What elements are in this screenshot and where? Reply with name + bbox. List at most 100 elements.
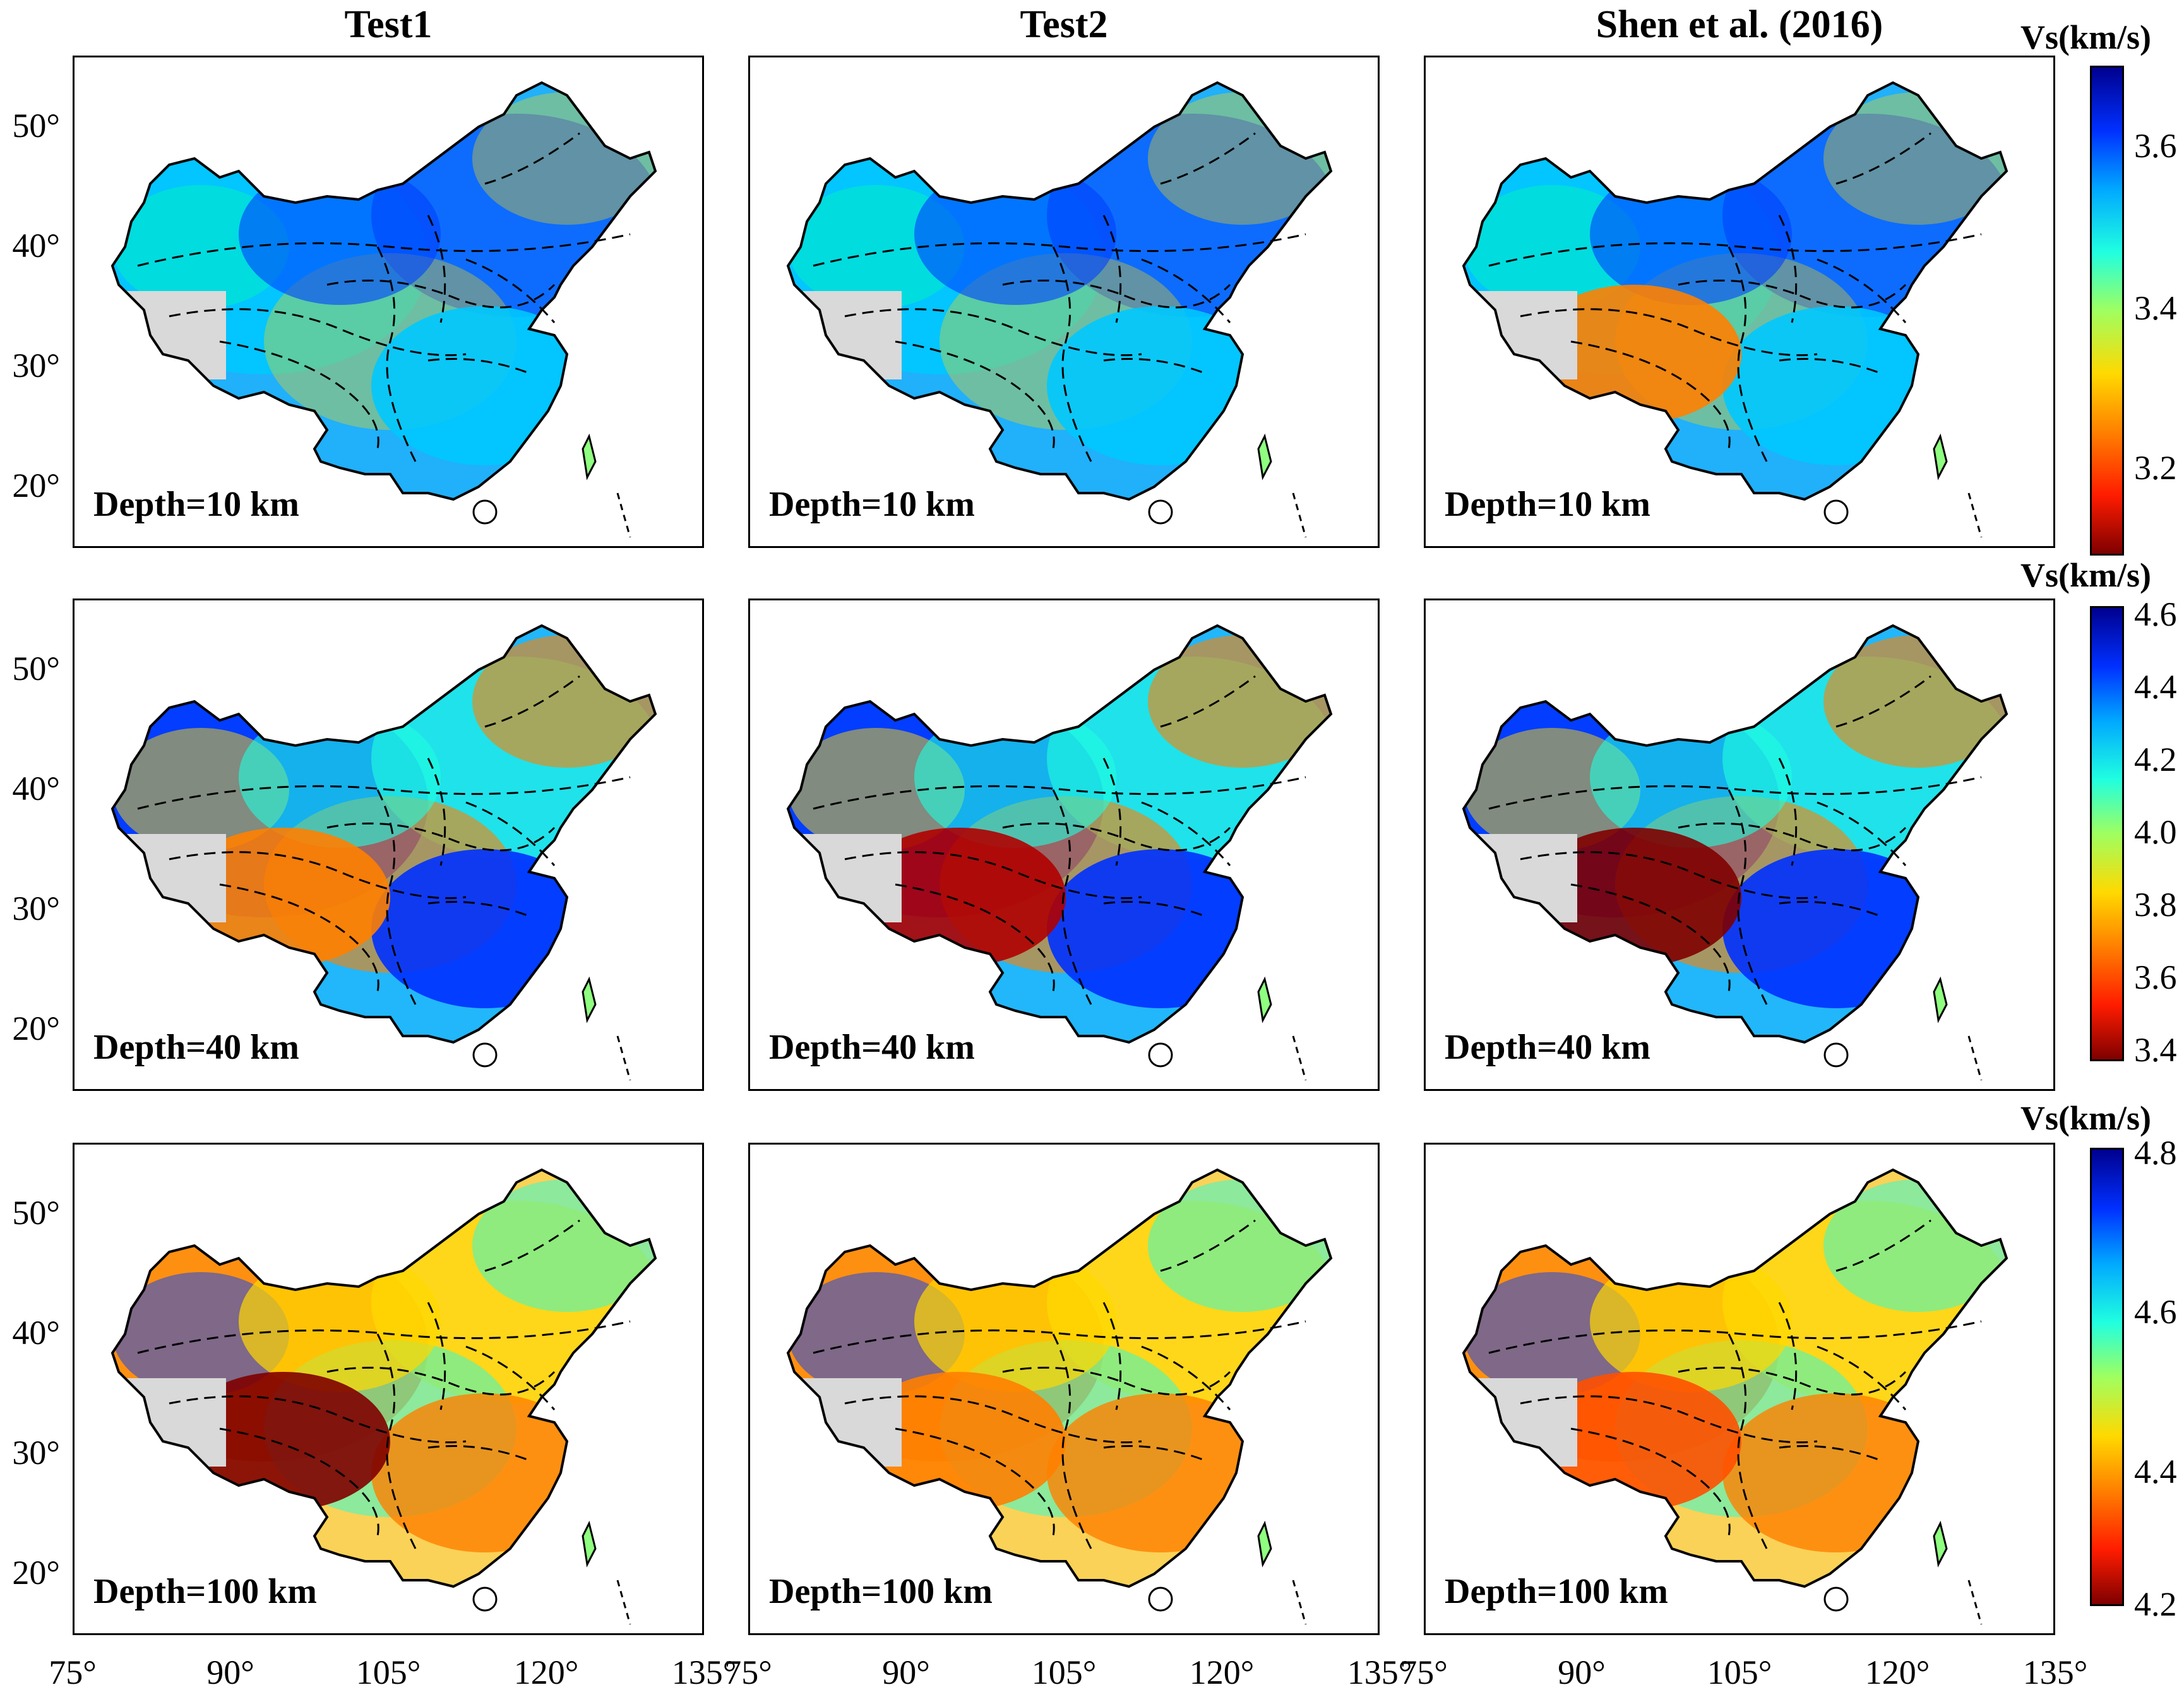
- no-data-region: [119, 834, 226, 922]
- hainan-island: [1823, 499, 1849, 525]
- latitude-label: 20°: [12, 1554, 60, 1592]
- longitude-label: 105°: [355, 1653, 421, 1691]
- velocity-blob: [1590, 1251, 1792, 1392]
- taiwan-island: [1257, 433, 1272, 480]
- longitude-label: 135°: [1347, 1653, 1412, 1691]
- longitude-label: 135°: [671, 1653, 737, 1691]
- latitude-label: 50°: [12, 1194, 60, 1232]
- fault-line: [1520, 1395, 1818, 1444]
- fault-line: [844, 851, 1142, 900]
- latitude-label: 50°: [12, 107, 60, 145]
- map-panel: Depth=100 km: [73, 1143, 704, 1635]
- fault-line: [219, 883, 379, 992]
- fault-line: [1160, 675, 1256, 728]
- fault-line: [1103, 901, 1205, 917]
- depth-label: Depth=40 km: [1445, 1028, 1650, 1067]
- colorbar-tick: 4.2: [2134, 741, 2177, 778]
- taiwan-island: [1257, 976, 1272, 1023]
- colorbar-tick: 3.4: [2134, 289, 2177, 327]
- fault-line: [1141, 801, 1231, 866]
- fault-line: [1102, 1302, 1122, 1410]
- slow-anomaly: [176, 1372, 390, 1511]
- coast-line: [616, 492, 631, 538]
- longitude-label: 120°: [513, 1653, 579, 1691]
- colorbar-row3: [2090, 1148, 2124, 1606]
- longitude-label: 75°: [1400, 1653, 1448, 1691]
- coast-line: [616, 1580, 631, 1625]
- fault-line: [376, 789, 417, 1005]
- velocity-blob: [239, 1251, 441, 1392]
- coast-line: [1292, 1035, 1307, 1081]
- colorbar-tick: 4.8: [2134, 1134, 2177, 1172]
- colorbar-tick: 4.4: [2134, 668, 2177, 706]
- depth-label: Depth=10 km: [769, 485, 975, 524]
- map-svg: [110, 81, 657, 538]
- colorbar-tick: 4.6: [2134, 1293, 2177, 1331]
- fault-line: [1835, 1219, 1931, 1272]
- taiwan-island: [1933, 1520, 1948, 1568]
- fault-line: [1728, 1333, 1768, 1549]
- fault-line: [427, 1302, 446, 1410]
- fault-line: [169, 851, 467, 900]
- taiwan-island: [1257, 1520, 1272, 1568]
- fault-line: [326, 279, 556, 309]
- fault-line: [376, 246, 417, 462]
- fault-line: [484, 132, 580, 185]
- velocity-blob: [239, 164, 441, 305]
- hainan-island: [1148, 1042, 1173, 1068]
- map-svg: [786, 624, 1333, 1081]
- column-title-test1: Test1: [344, 3, 433, 46]
- longitude-label: 90°: [882, 1653, 930, 1691]
- longitude-label: 105°: [1707, 1653, 1772, 1691]
- no-data-region: [1470, 1378, 1577, 1467]
- colorbar-tick: 4.6: [2134, 595, 2177, 633]
- country-border: [1462, 81, 2008, 501]
- taiwan-island: [1933, 433, 1948, 480]
- colorbar-tick: 3.8: [2134, 886, 2177, 924]
- no-data-region: [794, 291, 902, 379]
- map-svg: [110, 624, 657, 1081]
- fault-line: [1778, 1302, 1798, 1410]
- velocity-blob: [914, 706, 1116, 848]
- country-border: [786, 1168, 1333, 1588]
- fault-line: [1002, 279, 1231, 309]
- slow-anomaly: [851, 828, 1066, 967]
- country-border: [1462, 624, 2008, 1044]
- fault-line: [427, 215, 446, 323]
- fault-line: [1835, 675, 1931, 728]
- taiwan-island: [1933, 976, 1948, 1023]
- colorbar-tick: 4.2: [2134, 1585, 2177, 1623]
- velocity-blob: [239, 706, 441, 848]
- no-data-region: [794, 1378, 902, 1467]
- country-border: [786, 624, 1333, 1044]
- fault-line: [1728, 246, 1768, 462]
- fault-line: [1778, 758, 1798, 866]
- fault-line: [895, 883, 1055, 992]
- longitude-label: 75°: [724, 1653, 772, 1691]
- fault-line: [465, 801, 556, 866]
- fault-line: [1678, 279, 1907, 309]
- colorbar-row2: [2090, 606, 2124, 1061]
- coast-line: [1292, 1580, 1307, 1625]
- fault-line: [1102, 758, 1122, 866]
- fault-line: [326, 1366, 556, 1396]
- fault-line: [1817, 258, 1907, 323]
- fault-line: [1002, 822, 1231, 852]
- fault-line: [1488, 233, 1982, 267]
- fault-line: [465, 258, 556, 323]
- fault-line: [137, 1320, 631, 1354]
- colorbar-tick: 4.4: [2134, 1453, 2177, 1491]
- fault-line: [1052, 246, 1092, 462]
- velocity-blob: [1590, 164, 1792, 305]
- fault-line: [1488, 776, 1982, 810]
- hainan-island: [1823, 1587, 1849, 1612]
- no-data-region: [1470, 291, 1577, 379]
- taiwan-island: [582, 433, 597, 480]
- fault-line: [1160, 132, 1256, 185]
- fault-line: [484, 1219, 580, 1272]
- longitude-label: 135°: [2022, 1653, 2088, 1691]
- fault-line: [219, 1427, 379, 1537]
- column-title-test2: Test2: [1020, 3, 1108, 46]
- country-border: [110, 624, 657, 1044]
- colorbar-title-row2: Vs(km/s): [2020, 556, 2152, 594]
